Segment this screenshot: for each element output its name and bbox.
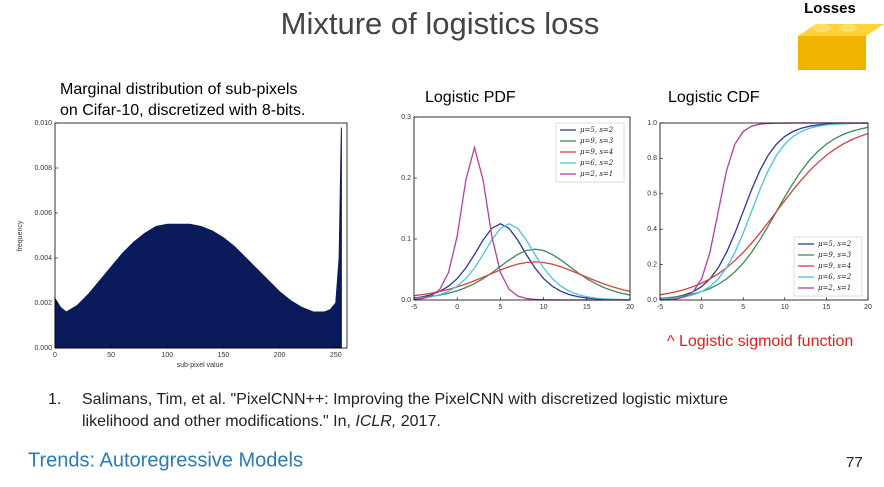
- line: [659, 122, 869, 300]
- y-tick-label: 0.002: [34, 300, 52, 307]
- line: [413, 261, 631, 297]
- x-tick-label: 15: [823, 304, 831, 311]
- plot-frame: [413, 116, 631, 301]
- line: [413, 248, 631, 299]
- y-tick-label: 0.006: [34, 210, 52, 217]
- y-tick-label: 0.6: [647, 191, 657, 198]
- x-tick-label: 200: [274, 352, 286, 359]
- y-tick-label: 0.010: [34, 120, 52, 127]
- plot-frame: [659, 122, 869, 301]
- legend-label: μ=6, s=2: [580, 159, 614, 167]
- stud: [813, 24, 831, 32]
- x-tick-label: 15: [583, 304, 591, 311]
- legend-label: μ=9, s=3: [580, 137, 614, 145]
- y-tick-label: 0.2: [401, 175, 411, 182]
- reference-text: 2017.: [396, 413, 440, 430]
- x-axis-label: sub-pixel value: [177, 362, 224, 369]
- lego-icon: [798, 24, 884, 70]
- y-axis-label: frequency: [17, 220, 24, 251]
- y-tick-label: 0.0: [647, 297, 657, 304]
- x-tick-label: 0: [455, 304, 459, 311]
- line: [659, 126, 869, 300]
- legend-label: μ=9, s=4: [818, 262, 851, 270]
- stud: [839, 24, 857, 32]
- badge-label: Losses: [804, 0, 856, 17]
- x-tick-label: -5: [657, 304, 663, 311]
- reference-text: likelihood and other modifications." In,…: [82, 413, 441, 430]
- brick-front: [798, 36, 866, 70]
- legend-label: μ=2, s=1: [580, 170, 613, 178]
- y-tick-label: 0.4: [647, 226, 657, 233]
- legend-label: μ=6, s=2: [818, 273, 852, 281]
- x-tick-label: 20: [626, 304, 634, 311]
- chart-title: Logistic PDF: [425, 89, 516, 106]
- legend-label: μ=5, s=2: [580, 126, 614, 134]
- x-tick-label: 10: [540, 304, 548, 311]
- x-tick-label: 20: [864, 304, 872, 311]
- x-tick-label: 100: [161, 352, 173, 359]
- reference-text: likelihood and other modifications." In,: [82, 413, 355, 430]
- y-tick-label: 0.004: [34, 255, 52, 262]
- x-tick-label: 0: [700, 304, 704, 311]
- reference-text: Salimans, Tim, et al. "PixelCNN++: Impro…: [82, 391, 728, 408]
- line: [413, 223, 631, 301]
- y-tick-label: 0.000: [34, 345, 52, 352]
- y-tick-label: 0.008: [34, 165, 52, 172]
- chart-title: on Cifar-10, discretized with 8-bits.: [60, 102, 305, 119]
- y-tick-label: 0.8: [647, 155, 657, 162]
- x-tick-label: 5: [741, 304, 745, 311]
- area: [54, 127, 342, 349]
- legend-label: μ=9, s=3: [818, 251, 852, 259]
- x-tick-label: 250: [330, 352, 342, 359]
- footer: Trends: Autoregressive Models: [28, 449, 303, 471]
- y-tick-label: 0.3: [401, 114, 411, 121]
- line: [659, 133, 869, 296]
- chart-title: Marginal distribution of sub-pixels: [60, 81, 297, 98]
- legend-label: μ=5, s=2: [818, 240, 852, 248]
- reference-venue: ICLR,: [355, 413, 396, 430]
- x-tick-label: 10: [781, 304, 789, 311]
- y-tick-label: 1.0: [647, 120, 657, 127]
- chart-title: Logistic CDF: [668, 89, 760, 106]
- line: [413, 223, 631, 301]
- x-tick-label: 150: [218, 352, 230, 359]
- annotation: ^ Logistic sigmoid function: [667, 333, 853, 350]
- legend-label: μ=2, s=1: [818, 284, 851, 292]
- plot-frame: [54, 122, 348, 349]
- y-tick-label: 0.1: [401, 236, 411, 243]
- x-tick-label: 0: [53, 352, 57, 359]
- slide-title: Mixture of logistics loss: [281, 6, 600, 41]
- y-tick-label: 0.0: [401, 297, 411, 304]
- y-tick-label: 0.2: [647, 261, 657, 268]
- page-number: 77: [846, 454, 863, 471]
- x-tick-label: -5: [411, 304, 417, 311]
- x-tick-label: 5: [498, 304, 502, 311]
- legend-label: μ=9, s=4: [580, 148, 613, 156]
- reference-number: 1.: [48, 391, 61, 408]
- x-tick-label: 50: [107, 352, 115, 359]
